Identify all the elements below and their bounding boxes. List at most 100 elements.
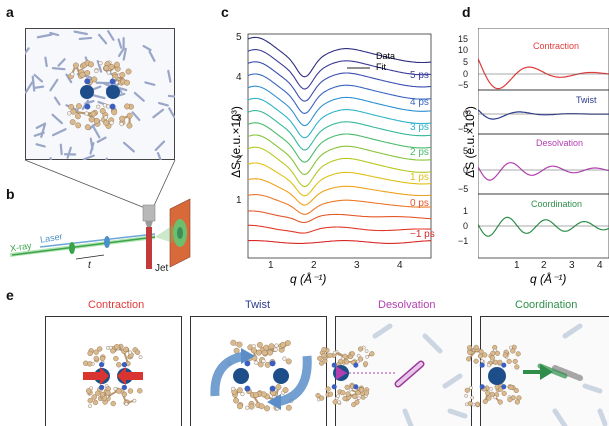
solvent-molecule (82, 154, 95, 160)
solvent-molecule (98, 33, 108, 45)
atom (93, 355, 99, 362)
solvent-molecule (122, 141, 135, 153)
atom (128, 350, 132, 355)
atom (332, 399, 338, 405)
d-ytick: 1 (463, 206, 469, 216)
atom (344, 384, 350, 390)
atom (515, 351, 521, 357)
solvent-molecule (66, 146, 72, 159)
c-series-line (247, 146, 432, 188)
atom (70, 71, 75, 77)
d-ytick: 5 (463, 146, 469, 156)
c-ylabel: ΔS (e.u.×10³) (229, 106, 243, 178)
atom (467, 345, 473, 351)
atom (88, 116, 95, 123)
solvent-molecule (122, 47, 127, 61)
panel-label-c: c (221, 4, 229, 20)
atom (233, 397, 239, 404)
atom (90, 110, 97, 117)
atom (236, 387, 243, 394)
atom (240, 392, 245, 397)
atom (485, 390, 491, 396)
atom (327, 352, 333, 358)
atom (124, 402, 129, 406)
atom (274, 343, 279, 348)
atom (480, 359, 484, 363)
atom (477, 353, 483, 359)
atom (111, 109, 118, 116)
atom (321, 347, 327, 353)
atom (469, 386, 473, 390)
panel-label-b: b (6, 186, 15, 202)
atom (103, 115, 108, 120)
atom (110, 348, 116, 354)
d-ytick: −1 (458, 236, 469, 246)
atom (72, 62, 79, 69)
d-xlabel: q (Å⁻¹) (530, 272, 567, 286)
d-ytick: −5 (458, 184, 469, 194)
atom (127, 388, 134, 394)
atom (138, 355, 143, 360)
atom (493, 395, 497, 400)
atom (236, 341, 243, 348)
solvent-molecule (51, 67, 66, 71)
c-ytick: 5 (236, 32, 242, 43)
atom (91, 76, 98, 83)
solvent-molecule (35, 123, 46, 129)
atom (126, 122, 133, 129)
solvent-molecule (84, 99, 95, 105)
atom (497, 399, 503, 405)
solvent-molecule (35, 143, 46, 148)
c-ytick: 4 (236, 72, 242, 83)
atom (93, 117, 100, 124)
atom (106, 104, 111, 109)
atom (230, 339, 237, 346)
atom (84, 70, 91, 76)
atom (512, 358, 518, 364)
atom (260, 391, 267, 398)
nitrogen-atom (479, 384, 485, 390)
atom (365, 355, 369, 359)
nitrogen-atom (331, 384, 337, 390)
atom (464, 393, 468, 398)
atom (471, 402, 476, 407)
atom (250, 347, 257, 354)
metal-atom (80, 85, 94, 99)
solvent-molecule (57, 58, 66, 67)
atom (75, 122, 82, 129)
solvent-molecule (40, 122, 47, 138)
d-ytick: 0 (463, 165, 469, 175)
atom (261, 349, 268, 356)
panel-label-a: a (6, 4, 14, 20)
atom (236, 403, 243, 410)
d-xtick: 1 (514, 260, 520, 271)
c-ytick: 3 (236, 113, 242, 124)
d-xtick: 2 (541, 260, 547, 271)
solvent-molecule (117, 47, 125, 58)
nitrogen-atom (98, 361, 105, 368)
atom (325, 386, 331, 392)
atom (253, 392, 259, 398)
solvent-molecule (152, 108, 165, 119)
c-series-line (247, 36, 432, 78)
c-legend-swatches (347, 56, 370, 69)
atom (76, 103, 82, 110)
nitrogen-atom (84, 103, 91, 110)
atom (245, 405, 250, 410)
atom (493, 359, 499, 365)
atom (470, 395, 475, 400)
atom (337, 400, 342, 405)
atom (113, 61, 120, 68)
atom (317, 355, 323, 361)
nitrogen-atom (109, 103, 116, 110)
atom (87, 350, 93, 357)
atom (99, 355, 106, 362)
solvent-molecule (156, 152, 162, 160)
c-series-line (247, 134, 432, 175)
d-ytick: −5 (458, 80, 469, 90)
solvent-molecule (25, 81, 34, 94)
panel-e-cartoons (45, 316, 609, 426)
atom (79, 71, 86, 78)
d-ytick: −5 (458, 124, 469, 134)
c-series-line (247, 210, 432, 224)
